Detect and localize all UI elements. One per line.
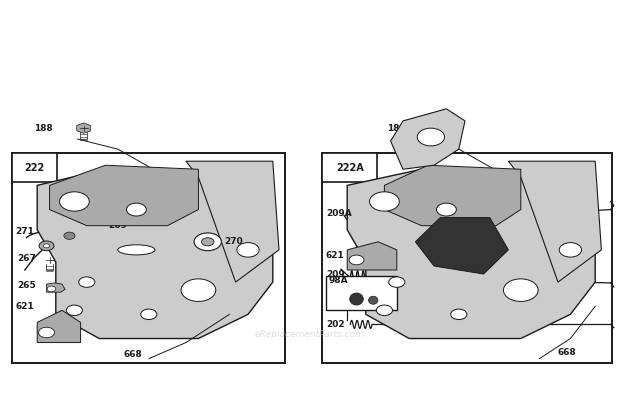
Text: 222A: 222A <box>336 163 363 172</box>
Polygon shape <box>37 169 273 339</box>
Bar <box>322 153 612 363</box>
Polygon shape <box>508 161 601 282</box>
Text: 270: 270 <box>224 237 243 246</box>
Circle shape <box>389 277 405 287</box>
Bar <box>12 153 57 182</box>
Text: 668: 668 <box>558 348 577 357</box>
Circle shape <box>60 192 89 211</box>
Circle shape <box>451 309 467 320</box>
Text: 222: 222 <box>25 163 45 172</box>
Polygon shape <box>186 161 279 282</box>
Polygon shape <box>391 109 465 169</box>
Circle shape <box>370 192 399 211</box>
Text: 188: 188 <box>34 124 53 133</box>
Circle shape <box>141 309 157 320</box>
Polygon shape <box>37 310 81 343</box>
Circle shape <box>39 241 54 251</box>
Circle shape <box>181 279 216 301</box>
Text: 209A: 209A <box>327 209 353 218</box>
Text: 271: 271 <box>16 227 34 236</box>
Text: 269: 269 <box>108 221 127 230</box>
Bar <box>12 153 285 363</box>
Polygon shape <box>384 165 521 226</box>
Ellipse shape <box>350 293 363 305</box>
Circle shape <box>38 327 55 338</box>
Polygon shape <box>347 242 397 270</box>
Polygon shape <box>43 255 56 265</box>
Circle shape <box>66 305 82 316</box>
Polygon shape <box>430 123 444 133</box>
Circle shape <box>64 232 75 239</box>
Circle shape <box>194 233 221 251</box>
Circle shape <box>436 203 456 216</box>
Text: 668: 668 <box>124 350 143 359</box>
Polygon shape <box>415 218 508 274</box>
Circle shape <box>349 255 364 265</box>
Text: 267: 267 <box>17 254 36 263</box>
Polygon shape <box>50 165 198 226</box>
Polygon shape <box>77 123 91 133</box>
Text: 188: 188 <box>388 124 406 133</box>
Circle shape <box>126 203 146 216</box>
Circle shape <box>79 277 95 287</box>
Polygon shape <box>46 283 65 292</box>
Circle shape <box>202 238 214 246</box>
Ellipse shape <box>368 296 378 304</box>
Text: 209: 209 <box>327 270 345 278</box>
Circle shape <box>503 279 538 301</box>
Polygon shape <box>347 169 595 339</box>
Circle shape <box>43 244 50 248</box>
Ellipse shape <box>434 245 471 255</box>
Text: 202: 202 <box>327 320 345 329</box>
Text: 98A: 98A <box>329 276 348 285</box>
Circle shape <box>417 128 445 146</box>
Ellipse shape <box>118 245 155 255</box>
Text: 268: 268 <box>136 207 155 216</box>
Circle shape <box>559 243 582 257</box>
Bar <box>322 153 377 182</box>
Text: 621: 621 <box>326 251 344 260</box>
Circle shape <box>47 286 56 292</box>
Text: 621: 621 <box>16 302 34 311</box>
Circle shape <box>237 243 259 257</box>
Circle shape <box>376 305 392 316</box>
Bar <box>326 276 397 310</box>
Text: 265: 265 <box>17 281 36 290</box>
Text: eReplacementParts.com: eReplacementParts.com <box>255 330 365 339</box>
